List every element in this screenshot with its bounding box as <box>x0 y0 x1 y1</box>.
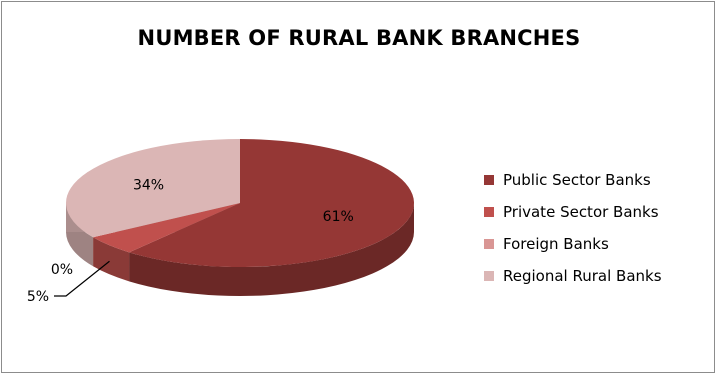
data-labels: 61% 34% 0%5% <box>27 178 354 305</box>
legend-swatch-regional-rural-banks <box>484 271 494 281</box>
pie-side-public-sector-banks <box>129 203 414 296</box>
legend: Public Sector Banks Private Sector Banks… <box>484 164 662 292</box>
data-label-private-sector-banks: 5% <box>27 289 49 305</box>
legend-label: Regional Rural Banks <box>503 267 662 285</box>
legend-item-private-sector-banks: Private Sector Banks <box>484 196 662 228</box>
legend-swatch-foreign-banks <box>484 239 494 249</box>
pie-slices <box>66 139 414 267</box>
legend-item-regional-rural-banks: Regional Rural Banks <box>484 260 662 292</box>
legend-label: Public Sector Banks <box>503 171 651 189</box>
legend-swatch-public-sector-banks <box>484 175 494 185</box>
chart-title: NUMBER OF RURAL BANK BRANCHES <box>137 26 581 50</box>
leader-line <box>54 260 110 297</box>
data-label-public-sector-banks: 61% <box>323 209 354 225</box>
pie-slice-regional-rural-banks <box>66 139 241 238</box>
pie-side-regional-rural-banks <box>66 203 94 267</box>
data-label-foreign-banks: 0% <box>51 262 73 278</box>
data-label-regional-rural-banks: 34% <box>133 178 164 194</box>
pie-slice-public-sector-banks <box>129 139 414 267</box>
pie-side-private-sector-banks <box>93 237 130 282</box>
legend-swatch-private-sector-banks <box>484 207 494 217</box>
legend-label: Foreign Banks <box>503 235 609 253</box>
pie-slice-private-sector-banks <box>93 203 240 253</box>
legend-label: Private Sector Banks <box>503 203 659 221</box>
legend-item-public-sector-banks: Public Sector Banks <box>484 164 662 196</box>
legend-item-foreign-banks: Foreign Banks <box>484 228 662 260</box>
